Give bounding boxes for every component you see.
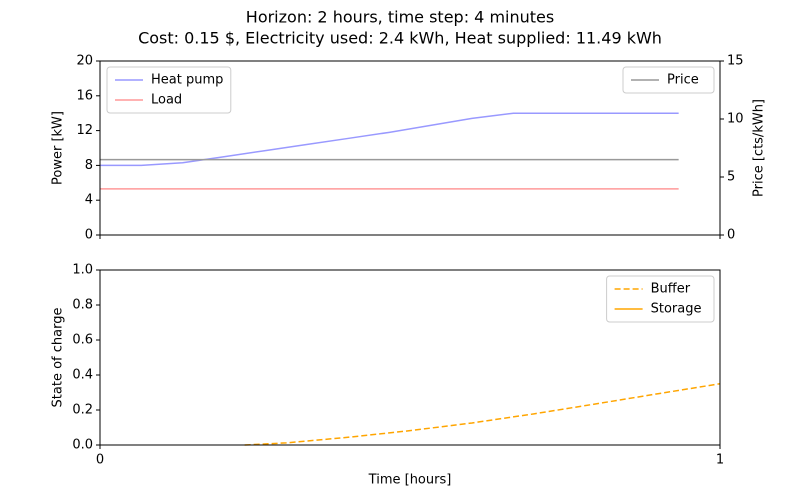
legend-box (622, 66, 715, 94)
axes-frame (99, 269, 721, 446)
y2-tick-label: 0 (727, 228, 735, 243)
x-axis-label: Time [hours] (368, 473, 452, 488)
legend-label: Buffer (651, 282, 691, 297)
y-tick-label: 0.6 (72, 333, 93, 348)
series-line (100, 112, 679, 167)
y-tick-label: 16 (76, 88, 93, 103)
legend-label: Load (151, 93, 182, 108)
y-tick-label: 0.2 (72, 403, 93, 418)
y2-tick-label: 15 (727, 54, 744, 69)
legend-label: Heat pump (151, 73, 223, 88)
y-tick-label: 0.0 (72, 438, 93, 453)
y-tick-label: 8 (85, 158, 93, 173)
axes-frame (99, 60, 721, 236)
legend-label: Price (667, 73, 699, 88)
legend-box (106, 66, 232, 114)
series-line (244, 383, 721, 446)
legend-label: Storage (651, 302, 702, 317)
y-tick-label: 1.0 (72, 263, 93, 278)
chart-title: Horizon: 2 hours, time step: 4 minutes (246, 8, 554, 27)
y-tick-label: 4 (85, 193, 93, 208)
y-tick-label: 20 (76, 54, 93, 69)
y-tick-label: 0 (85, 228, 93, 243)
y2-axis-label: Price [cts/kWh] (752, 99, 767, 197)
y2-tick-label: 10 (727, 112, 744, 127)
y-axis-label: Power [kW] (51, 111, 66, 185)
y-axis-label: State of charge (51, 308, 66, 408)
chart-subtitle: Cost: 0.15 $, Electricity used: 2.4 kWh,… (138, 29, 662, 48)
y-tick-label: 0.8 (72, 298, 93, 313)
y2-tick-label: 5 (727, 170, 735, 185)
y-tick-label: 0.4 (72, 368, 93, 383)
y-tick-label: 12 (76, 123, 93, 138)
legend-box (606, 275, 715, 323)
x-tick-label: 1 (716, 453, 724, 468)
x-tick-label: 0 (96, 453, 104, 468)
